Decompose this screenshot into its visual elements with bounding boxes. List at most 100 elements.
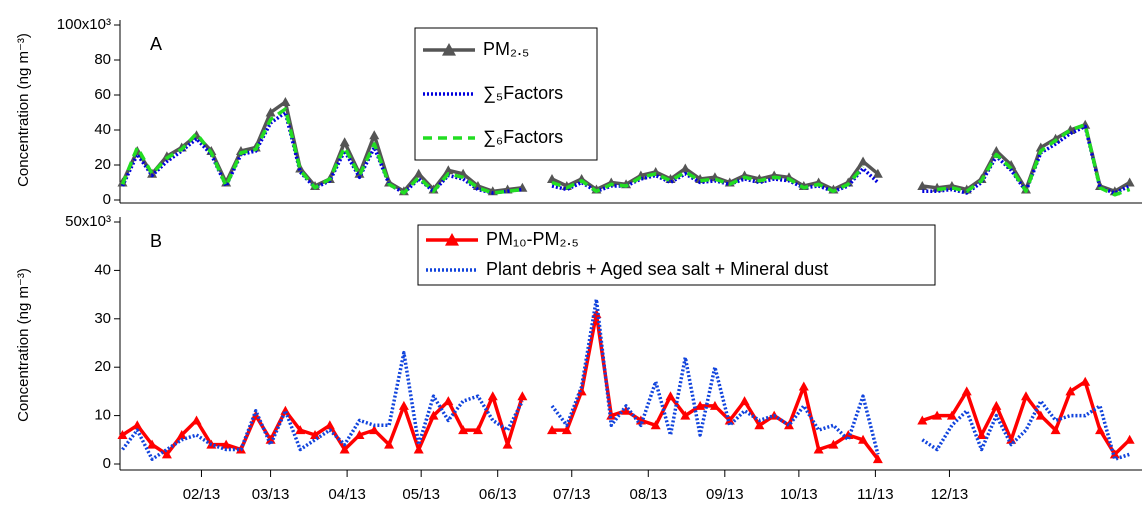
x-tick-label: 08/13 [630, 486, 668, 503]
marker [932, 410, 943, 420]
marker [472, 425, 483, 435]
marker [472, 181, 483, 190]
marker [398, 400, 409, 410]
x-tick-label: 07/13 [553, 486, 591, 503]
legend-marker [442, 43, 456, 56]
marker [872, 168, 883, 178]
x-tick-label: 09/13 [706, 486, 744, 503]
marker [147, 439, 158, 449]
x-tick-label: 02/13 [183, 486, 221, 503]
marker [917, 415, 928, 425]
series-line [552, 312, 880, 461]
marker [265, 434, 276, 444]
legend-label: PM₁₀-PM₂.₅ [486, 229, 579, 249]
marker [295, 163, 306, 173]
marker [680, 163, 691, 173]
marker [354, 429, 365, 439]
marker [295, 425, 306, 435]
marker [695, 400, 706, 410]
marker [1095, 425, 1106, 435]
marker [917, 181, 928, 190]
marker [176, 429, 187, 439]
x-tick-label: 04/13 [328, 486, 366, 503]
series-line [120, 100, 523, 194]
y-tick-label: 100x10³ [57, 16, 111, 33]
marker [547, 425, 558, 435]
series-line [921, 399, 1131, 461]
x-tick-label: 03/13 [252, 486, 290, 503]
marker [280, 97, 291, 106]
panel-label: A [150, 34, 162, 54]
panel-label: B [150, 231, 162, 251]
marker [858, 156, 869, 166]
marker [339, 137, 350, 147]
marker [858, 434, 869, 444]
series-line [120, 107, 523, 195]
legend-label: Plant debris + Aged sea salt + Mineral d… [486, 259, 828, 279]
marker [384, 439, 395, 449]
marker [1050, 425, 1061, 435]
marker [1065, 386, 1076, 396]
marker [339, 444, 350, 454]
marker [1020, 391, 1031, 401]
marker [132, 420, 143, 430]
y-tick-label: 20 [94, 358, 111, 375]
marker [650, 420, 661, 430]
marker [561, 425, 572, 435]
y-tick-label: 0 [103, 455, 111, 472]
legend-marker [445, 233, 459, 246]
y-tick-label: 80 [94, 51, 111, 68]
marker [161, 449, 172, 459]
marker [517, 391, 528, 401]
marker [739, 396, 750, 406]
x-tick-label: 10/13 [780, 486, 818, 503]
x-tick-label: 11/13 [857, 486, 893, 503]
marker [487, 391, 498, 401]
marker [443, 165, 454, 175]
marker [310, 429, 321, 439]
y-axis-label: Concentration (ng m⁻³) [15, 33, 32, 187]
y-axis-label: Concentration (ng m⁻³) [15, 268, 32, 422]
legend-label: PM₂.₅ [483, 39, 529, 59]
marker [191, 415, 202, 425]
marker [798, 381, 809, 391]
marker [1080, 376, 1091, 386]
marker [443, 396, 454, 406]
marker [147, 168, 158, 178]
marker [991, 146, 1002, 155]
y-tick-label: 0 [103, 191, 111, 208]
series-line [121, 350, 524, 461]
marker [946, 410, 957, 420]
x-tick-label: 06/13 [479, 486, 517, 503]
marker [413, 168, 424, 178]
marker [265, 107, 276, 117]
x-tick-label: 12/13 [931, 486, 969, 503]
y-tick-label: 60 [94, 86, 111, 103]
legend-box [417, 224, 936, 286]
marker [547, 174, 558, 183]
marker [991, 400, 1002, 410]
series-line [121, 394, 525, 457]
series-line [551, 165, 865, 194]
y-tick-label: 30 [94, 310, 111, 327]
marker [872, 454, 883, 464]
marker [324, 420, 335, 430]
marker [458, 425, 469, 435]
y-tick-label: 40 [94, 121, 111, 138]
marker [665, 391, 676, 401]
marker [369, 130, 380, 140]
marker [709, 400, 720, 410]
x-tick-label: 05/13 [402, 486, 440, 503]
marker [369, 425, 380, 435]
marker [754, 420, 765, 430]
marker [413, 444, 424, 454]
legend-label: ∑₅Factors [483, 83, 563, 103]
marker [621, 405, 632, 415]
marker [813, 444, 824, 454]
marker [1124, 434, 1135, 444]
y-tick-label: 50x10³ [65, 213, 111, 230]
legend-label: ∑₆Factors [483, 127, 563, 147]
marker [428, 410, 439, 420]
y-tick-label: 20 [94, 156, 111, 173]
